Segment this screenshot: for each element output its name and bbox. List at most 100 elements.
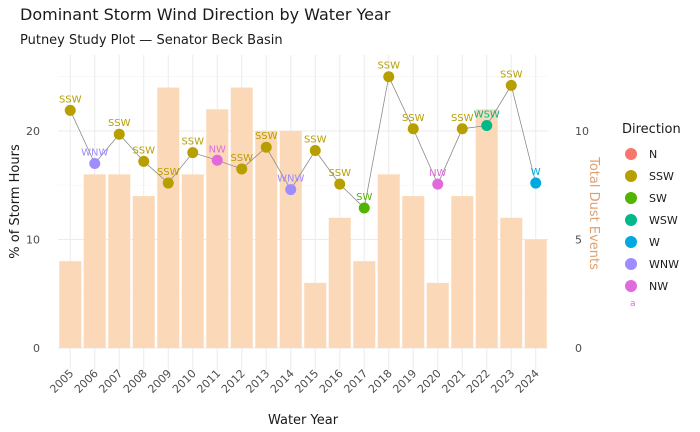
- legend-item-wnw: WNW: [622, 253, 698, 275]
- point-2016: [334, 178, 346, 190]
- y-tick-label: 10: [26, 233, 40, 246]
- bar-2023: [500, 217, 523, 348]
- y-tick-label: 0: [33, 342, 40, 355]
- point-2021: [456, 123, 468, 135]
- point-2015: [309, 144, 321, 156]
- point-2023: [505, 79, 517, 91]
- x-tick-label: 2007: [96, 367, 125, 396]
- point-label-2006: WNW: [81, 148, 108, 159]
- point-2010: [187, 147, 199, 159]
- y-tick-label: 20: [26, 125, 40, 138]
- legend-label: W: [649, 235, 660, 249]
- bar-2005: [59, 261, 82, 348]
- legend-item-n: N: [622, 143, 698, 165]
- x-axis-title: Water Year: [268, 413, 339, 428]
- legend-swatch: [625, 192, 637, 204]
- chart-title: Dominant Storm Wind Direction by Water Y…: [20, 5, 391, 24]
- legend-label: NW: [649, 279, 669, 293]
- bar-2012: [230, 87, 253, 349]
- legend-item-w: W: [622, 231, 698, 253]
- point-label-2013: SSW: [255, 131, 278, 142]
- point-label-2007: SSW: [108, 118, 131, 129]
- y-axis-title: % of Storm Hours: [8, 144, 23, 259]
- bar-2017: [353, 261, 376, 348]
- x-tick-label: 2013: [243, 367, 272, 396]
- point-2013: [260, 141, 272, 153]
- point-label-2005: SSW: [59, 94, 82, 105]
- legend-item-ssw: SSW: [622, 165, 698, 187]
- point-label-2008: SSW: [132, 145, 155, 156]
- point-2006: [89, 158, 101, 170]
- gridlines: [58, 55, 548, 370]
- x-tick-label: 2019: [390, 367, 419, 396]
- bar-2013: [255, 130, 278, 348]
- x-tick-label: 2015: [292, 367, 321, 396]
- point-2011: [211, 154, 223, 166]
- legend-item-sw: SW: [622, 187, 698, 209]
- legend-label: WNW: [649, 257, 679, 271]
- point-2008: [138, 155, 150, 167]
- legend-label: SSW: [649, 169, 674, 183]
- y2-tick-label: 0: [575, 342, 582, 355]
- bar-2019: [402, 196, 425, 348]
- bar-2015: [304, 282, 327, 348]
- x-tick-label: 2012: [219, 367, 248, 396]
- point-2024: [530, 177, 542, 189]
- bar-2024: [524, 239, 547, 348]
- legend-label: N: [649, 147, 658, 161]
- bar-2011: [206, 109, 229, 348]
- point-2007: [113, 128, 125, 140]
- x-tick-label: 2010: [170, 367, 199, 396]
- x-tick-label: 2020: [415, 367, 444, 396]
- bar-2006: [83, 174, 106, 348]
- x-tick-label: 2011: [194, 367, 223, 396]
- x-tick-label: 2016: [317, 367, 346, 396]
- point-label-2011: NW: [209, 144, 226, 155]
- point-label-2019: SSW: [402, 113, 425, 124]
- point-2017: [358, 202, 370, 214]
- legend-title: Direction: [622, 122, 681, 137]
- x-tick-label: 2021: [439, 367, 468, 396]
- legend-swatch: [625, 148, 637, 160]
- bar-2010: [181, 174, 204, 348]
- point-label-2014: WNW: [277, 174, 304, 185]
- bar-2009: [157, 87, 180, 349]
- y2-axis-title: Total Dust Events: [586, 156, 601, 270]
- point-label-2016: SSW: [328, 168, 351, 179]
- bar-2018: [377, 174, 400, 348]
- legend-swatch: [625, 280, 637, 292]
- legend-item-nw: NW: [622, 275, 698, 297]
- point-label-2017: SW: [356, 192, 372, 203]
- point-label-2015: SSW: [304, 134, 327, 145]
- point-label-2022: WSW: [474, 110, 500, 121]
- x-tick-label: 2023: [488, 367, 517, 396]
- x-tick-label: 2005: [47, 367, 76, 396]
- bar-2020: [426, 282, 449, 348]
- point-label-2020: NW: [429, 168, 446, 179]
- bar-2008: [132, 196, 155, 348]
- point-label-2018: SSW: [377, 61, 400, 72]
- legend-swatch: [625, 236, 637, 248]
- point-2005: [64, 104, 76, 116]
- point-2014: [285, 184, 297, 196]
- bar-2021: [451, 196, 474, 348]
- bar-2007: [108, 174, 131, 348]
- point-label-2024: W: [531, 167, 541, 178]
- point-2020: [432, 178, 444, 190]
- x-tick-label: 2014: [268, 367, 297, 396]
- point-label-2023: SSW: [500, 69, 523, 80]
- x-tick-label: 2017: [341, 367, 370, 396]
- point-2022: [481, 120, 493, 132]
- point-label-2009: SSW: [157, 167, 180, 178]
- point-label-2021: SSW: [451, 113, 474, 124]
- legend-swatch: [625, 214, 637, 226]
- bar-2014: [279, 130, 302, 348]
- legend-note: a: [630, 299, 636, 309]
- x-tick-label: 2008: [121, 367, 150, 396]
- y2-tick-label: 5: [575, 233, 582, 246]
- x-tick-label: 2024: [513, 367, 542, 396]
- point-2009: [162, 177, 174, 189]
- legend-label: SW: [649, 191, 667, 205]
- legend-item-wsw: WSW: [622, 209, 698, 231]
